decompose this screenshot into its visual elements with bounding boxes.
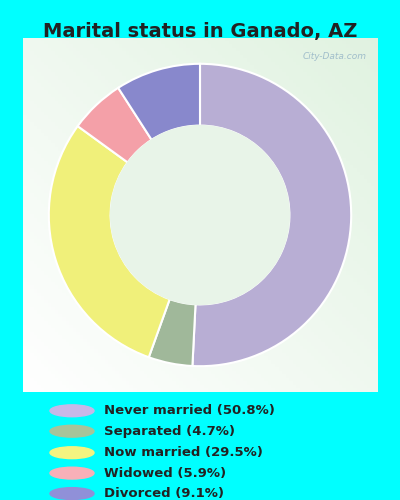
Wedge shape: [78, 88, 152, 162]
Circle shape: [110, 126, 290, 304]
Circle shape: [50, 488, 94, 500]
Wedge shape: [49, 126, 170, 358]
Text: Divorced (9.1%): Divorced (9.1%): [104, 487, 224, 500]
Text: Widowed (5.9%): Widowed (5.9%): [104, 466, 226, 479]
Wedge shape: [149, 299, 196, 366]
Circle shape: [50, 426, 94, 437]
Text: Never married (50.8%): Never married (50.8%): [104, 404, 275, 417]
Circle shape: [50, 447, 94, 458]
Text: Separated (4.7%): Separated (4.7%): [104, 424, 235, 438]
Text: Marital status in Ganado, AZ: Marital status in Ganado, AZ: [43, 22, 357, 42]
Wedge shape: [192, 64, 351, 366]
Wedge shape: [118, 64, 200, 140]
Circle shape: [50, 467, 94, 479]
Circle shape: [50, 405, 94, 416]
Text: Now married (29.5%): Now married (29.5%): [104, 446, 263, 459]
Text: City-Data.com: City-Data.com: [303, 52, 367, 60]
